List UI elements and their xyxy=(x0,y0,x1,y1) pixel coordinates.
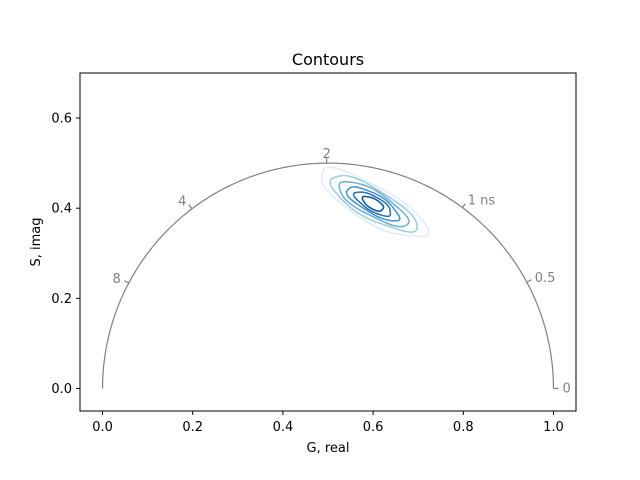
lifetime-label-2: 1 ns xyxy=(468,194,496,209)
lifetime-tick-1 xyxy=(526,279,532,283)
chart-title: Contours xyxy=(292,50,364,69)
contour-level-4 xyxy=(352,191,392,218)
y-tick-label-1: 0.2 xyxy=(51,292,72,307)
contour-set xyxy=(320,166,430,238)
lifetime-label-1: 0.5 xyxy=(535,271,556,286)
contour-level-1 xyxy=(329,174,418,233)
contour-level-2 xyxy=(338,180,410,228)
x-axis-label: G, real xyxy=(307,441,350,456)
lifetime-tick-4 xyxy=(188,204,193,210)
x-axis: 0.0 0.2 0.4 0.6 0.8 1.0 xyxy=(92,411,564,435)
y-axis: 0.0 0.2 0.4 0.6 xyxy=(51,112,80,397)
x-tick-label-4: 0.8 xyxy=(453,420,474,435)
x-tick-label-0: 0.0 xyxy=(92,420,113,435)
lifetime-tick-5 xyxy=(123,280,129,284)
semicircle-arc xyxy=(101,162,555,389)
lifetime-label-3: 2 xyxy=(322,147,330,162)
lifetime-label-5: 8 xyxy=(112,272,120,287)
x-tick-label-1: 0.2 xyxy=(182,420,203,435)
y-tick-label-3: 0.6 xyxy=(51,112,72,127)
contour-level-0 xyxy=(320,166,430,238)
plot-area-frame xyxy=(79,72,577,412)
contour-level-5 xyxy=(361,195,385,212)
x-tick-label-2: 0.4 xyxy=(273,420,294,435)
x-tick-label-5: 1.0 xyxy=(543,420,564,435)
lifetime-label-4: 4 xyxy=(178,194,186,209)
lifetime-tick-2 xyxy=(461,203,466,209)
y-tick-label-0: 0.0 xyxy=(51,382,72,397)
universal-semicircle: 0 0.5 1 ns 2 4 8 xyxy=(101,147,571,396)
y-axis-label: S, imag xyxy=(29,217,44,266)
x-tick-label-3: 0.6 xyxy=(363,420,384,435)
lifetime-label-0: 0 xyxy=(562,381,570,396)
contour-level-3 xyxy=(345,186,401,222)
y-tick-label-2: 0.4 xyxy=(51,202,72,217)
